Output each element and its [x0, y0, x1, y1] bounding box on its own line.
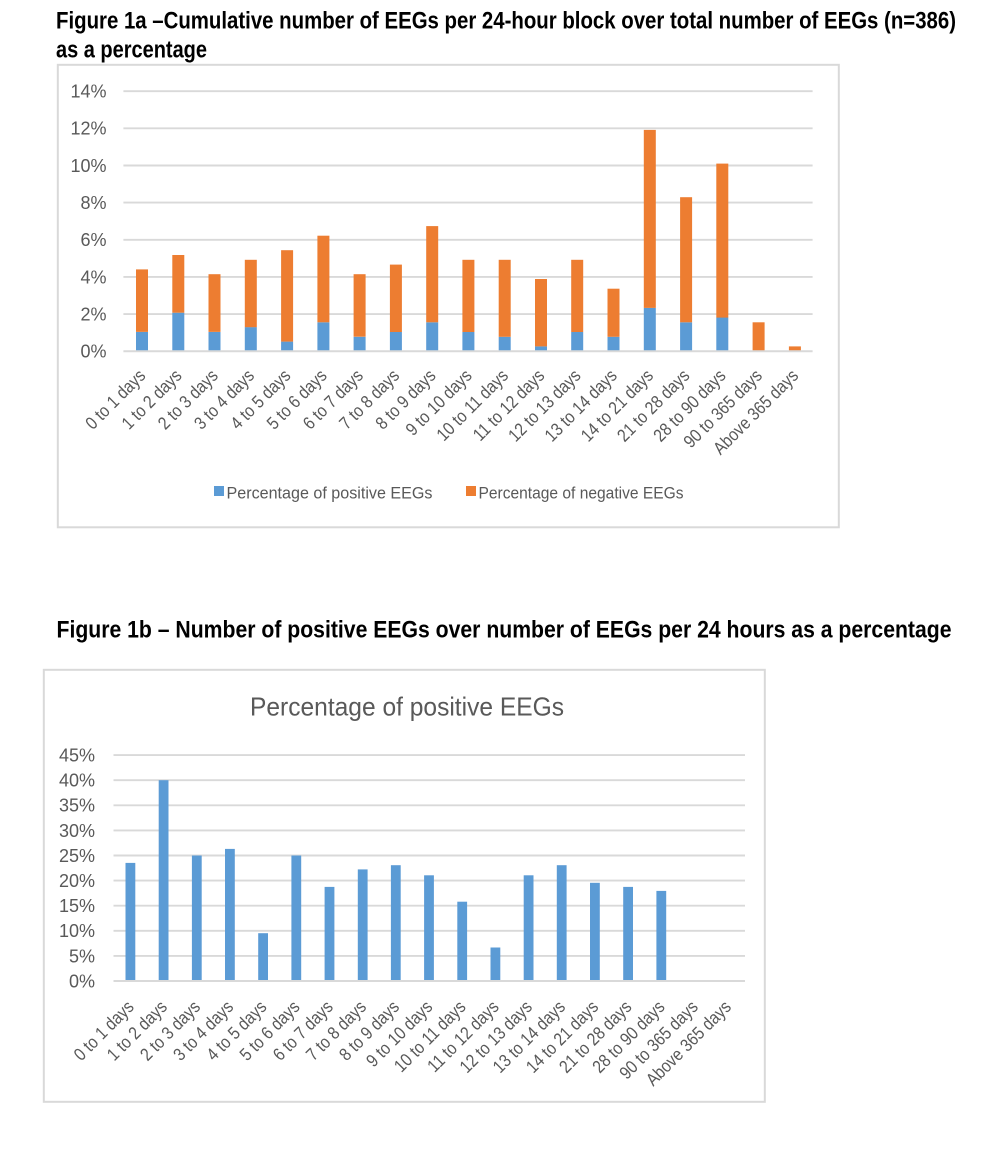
svg-text:Percentage of positive EEGs: Percentage of positive EEGs — [250, 692, 564, 722]
svg-text:14%: 14% — [70, 82, 106, 102]
svg-text:4%: 4% — [80, 267, 106, 287]
svg-text:20%: 20% — [59, 871, 95, 891]
svg-text:45%: 45% — [59, 746, 95, 766]
svg-text:Figure 1a –Cumulative number o: Figure 1a –Cumulative number of EEGs per… — [56, 7, 956, 34]
svg-text:0%: 0% — [80, 342, 106, 362]
svg-text:30%: 30% — [59, 821, 95, 841]
svg-text:Figure 1b – Number of positive: Figure 1b – Number of positive EEGs over… — [57, 617, 952, 644]
svg-text:6%: 6% — [80, 230, 106, 250]
svg-text:10%: 10% — [59, 921, 95, 941]
svg-text:35%: 35% — [59, 796, 95, 816]
svg-text:as a percentage: as a percentage — [56, 36, 207, 63]
svg-text:2%: 2% — [80, 305, 106, 325]
svg-text:8%: 8% — [80, 193, 106, 213]
svg-text:40%: 40% — [59, 771, 95, 791]
svg-text:Percentage of positive EEGs: Percentage of positive EEGs — [227, 484, 433, 503]
svg-text:12%: 12% — [70, 119, 106, 139]
svg-text:15%: 15% — [59, 896, 95, 916]
svg-text:25%: 25% — [59, 846, 95, 866]
svg-text:5%: 5% — [69, 946, 95, 966]
svg-text:0%: 0% — [69, 971, 95, 991]
svg-text:10%: 10% — [70, 156, 106, 176]
svg-text:Percentage of negative EEGs: Percentage of negative EEGs — [479, 484, 684, 503]
